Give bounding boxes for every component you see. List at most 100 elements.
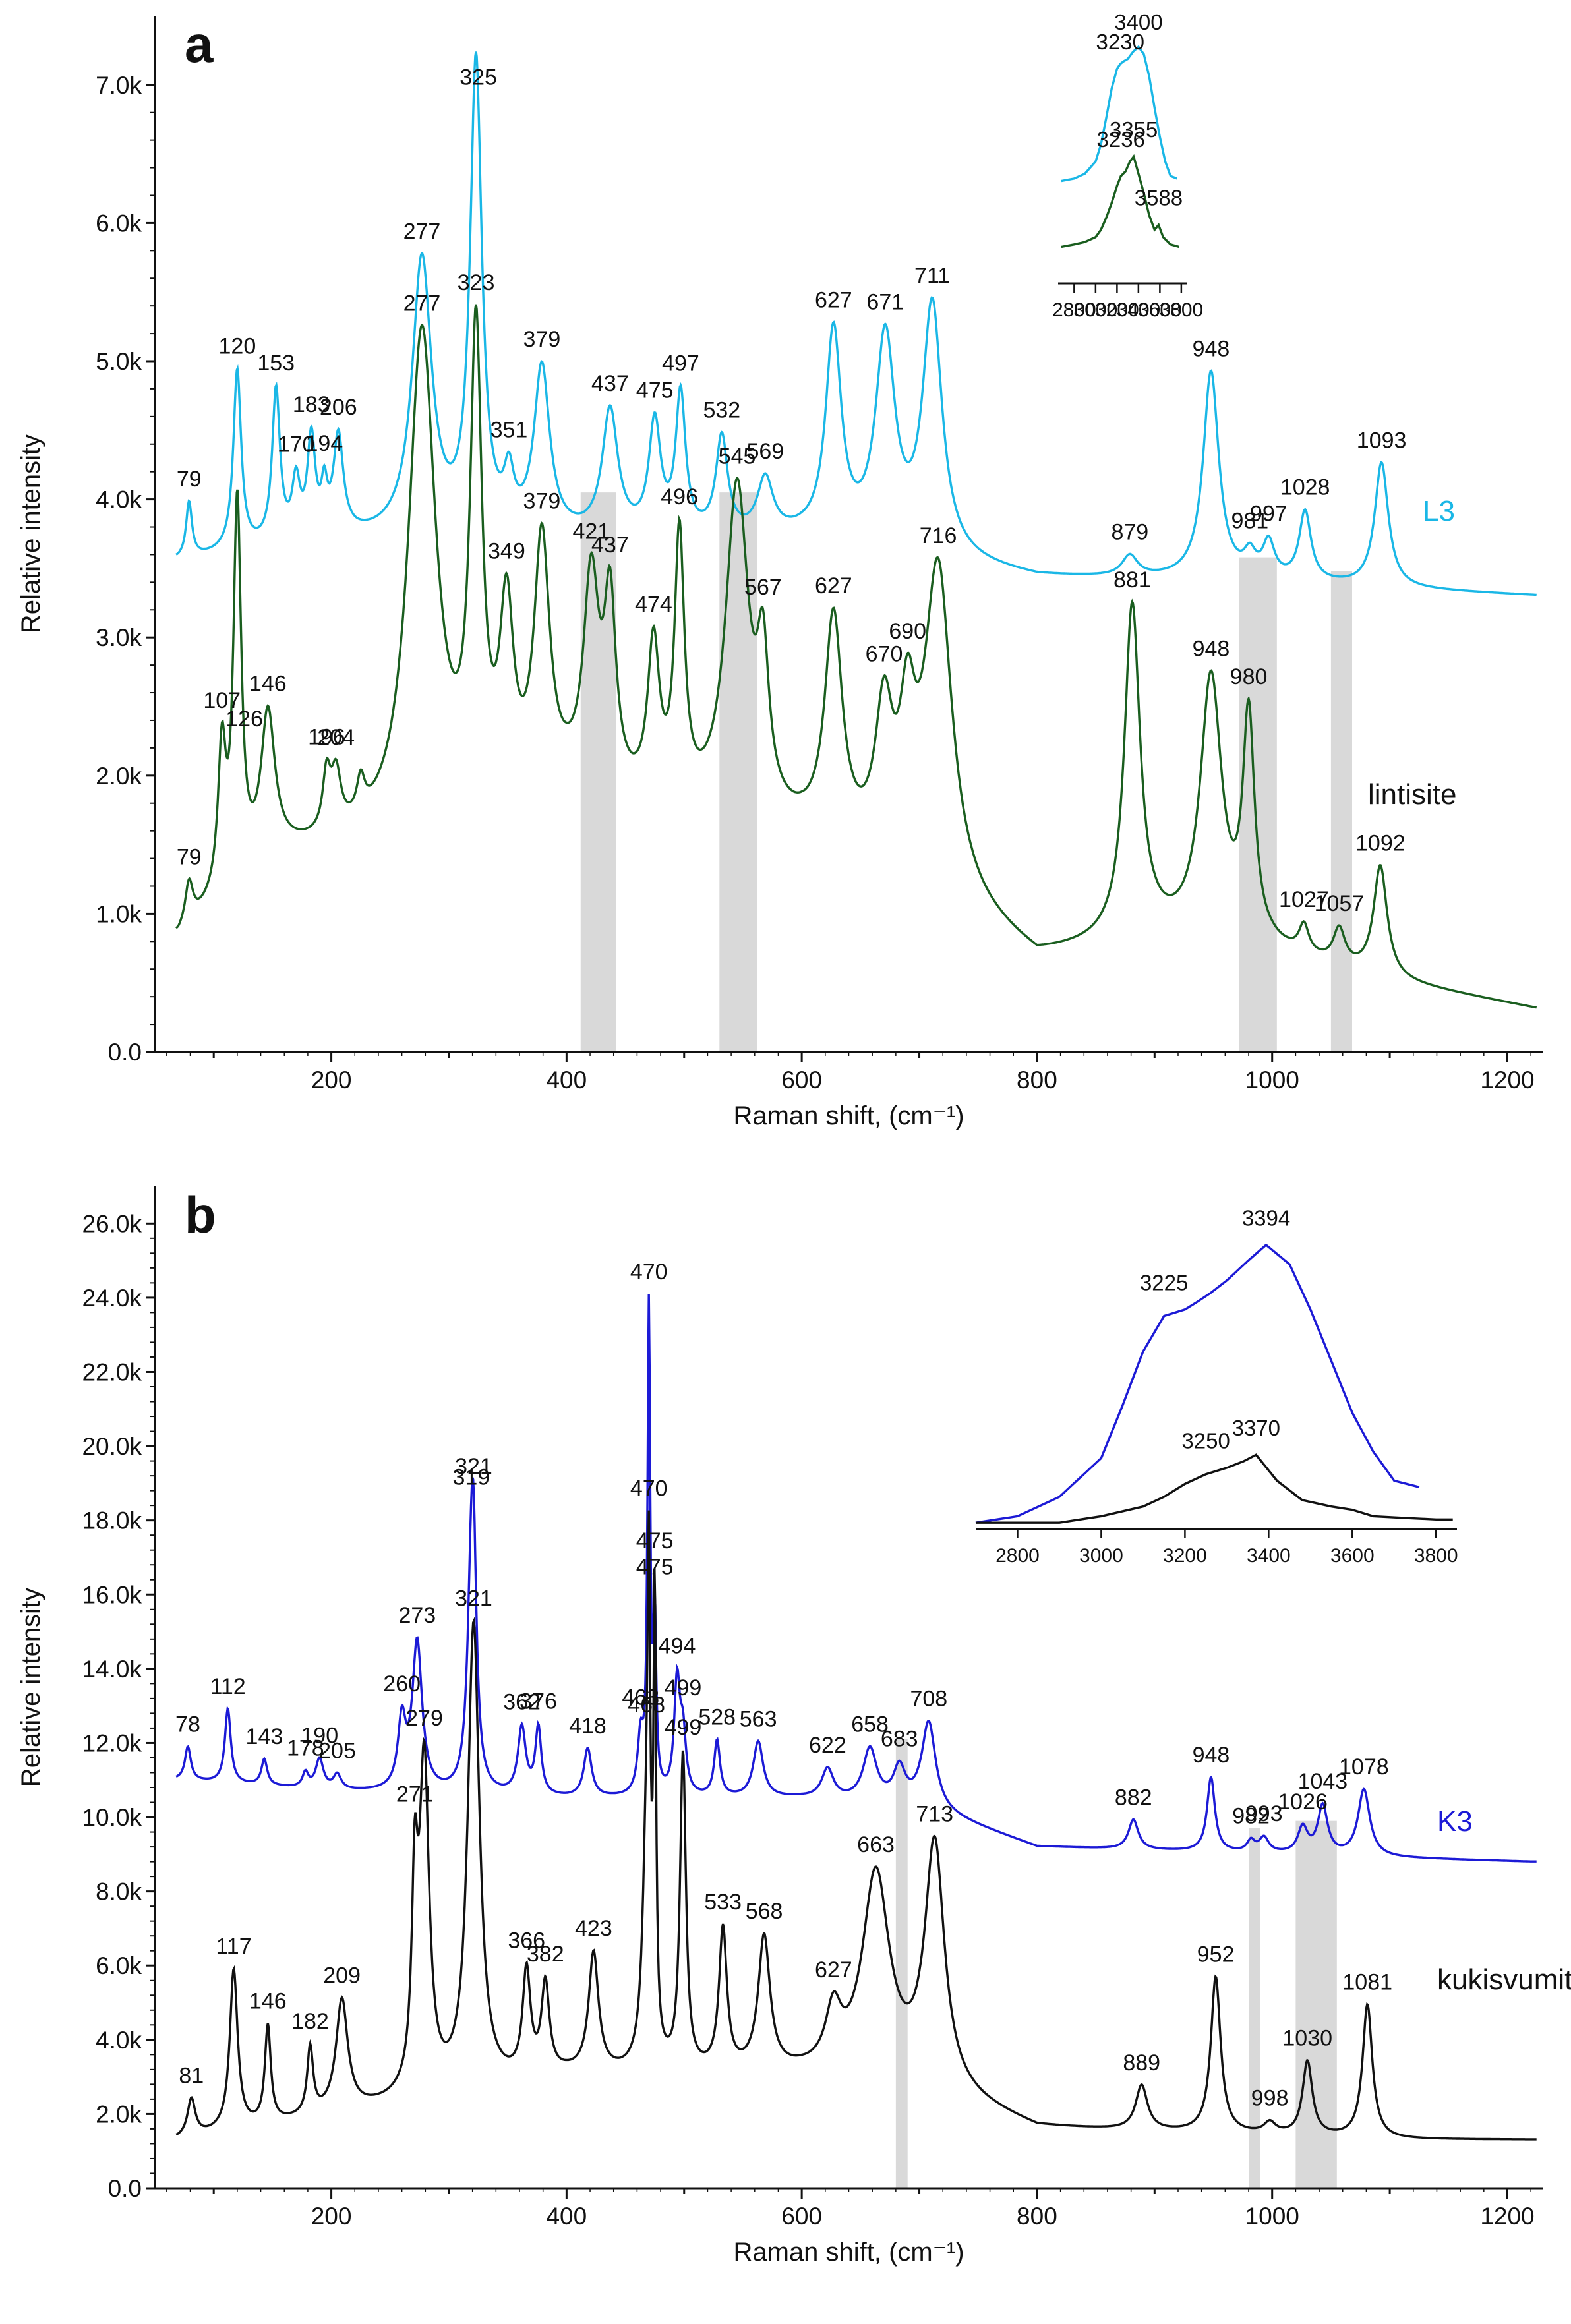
y-axis-title: Relative intensity [16,434,45,633]
y-tick-label: 26.0k [82,1210,142,1237]
peak-label: 421 [572,519,610,544]
peak-label: 496 [661,484,698,509]
peak-label: 321 [455,1454,492,1479]
peak-label: 663 [857,1832,895,1857]
peak-label: 671 [866,289,904,314]
x-tick-label: 1200 [1480,2203,1534,2230]
inset-peak-label: 3236 [1097,127,1145,152]
peak-label: 117 [216,1934,251,1960]
inset-x-tick-label: 2800 [995,1545,1040,1567]
peak-label: 690 [889,619,926,644]
inset-x-tick-label: 3200 [1163,1545,1207,1567]
peak-label: 260 [383,1671,421,1697]
peak-label: 126 [225,707,263,732]
inset-plot: 2800300032003400360038003230340032363355… [1052,10,1203,321]
peak-label: 1057 [1315,891,1365,916]
peak-label: 279 [405,1706,443,1731]
x-axis-title: Raman shift, (cm⁻¹) [733,1101,964,1130]
peak-label: 382 [527,1942,564,1967]
y-tick-label: 2.0k [96,763,142,790]
peak-label: 683 [881,1726,918,1751]
series-name-label: K3 [1437,1805,1473,1838]
inset-x-tick-label: 3400 [1247,1545,1291,1567]
peak-label: 437 [591,533,629,558]
peak-label: 569 [746,439,784,464]
highlight-band [719,492,757,1052]
peak-label: 319 [453,1465,490,1490]
peak-label: 980 [1230,664,1268,689]
inset-x-tick-label: 3800 [1414,1545,1458,1567]
peak-label: 277 [403,291,441,316]
peak-label: 1093 [1357,428,1407,453]
x-tick-label: 200 [311,2203,352,2230]
x-tick-label: 200 [311,1066,352,1093]
peak-label: 468 [628,1693,665,1718]
peak-label: 379 [523,327,561,352]
inset-x-tick-label: 3400 [1117,299,1161,321]
highlight-bands [580,492,1353,1052]
inset-x-tick-label: 3600 [1138,299,1182,321]
peak-label: 881 [1113,567,1151,593]
peak-label: 183 [293,392,330,417]
peak-label: 982 [1232,1803,1270,1828]
peak-label: 474 [635,592,672,617]
inset-x-tick-label: 3200 [1095,299,1139,321]
peak-label: 182 [291,2009,329,2034]
peak-label: 532 [703,397,740,422]
peak-label: 499 [665,1715,702,1740]
x-tick-label: 800 [1017,2203,1057,2230]
peak-label: 1030 [1282,2026,1332,2051]
x-tick-label: 400 [546,2203,587,2230]
inset-peak-label: 3225 [1140,1270,1188,1294]
series-name-label: L3 [1423,495,1455,527]
inset-peak-label: 3370 [1232,1416,1280,1440]
peak-label: 196 [308,725,345,750]
peak-label: 948 [1193,636,1230,661]
y-tick-label: 8.0k [96,1878,142,1905]
peak-label: 497 [662,351,699,376]
peak-label: 209 [323,1963,361,1989]
peak-label: 205 [318,1738,356,1763]
peak-label: 351 [490,417,528,442]
peak-label: 470 [630,1260,668,1285]
highlight-band [895,1739,908,2188]
inset-series-line-kukisvumite [976,1453,1453,1524]
x-tick-label: 1000 [1245,1066,1299,1093]
inset-x-tick-label: 3000 [1074,299,1118,321]
peak-label: 627 [815,1958,852,1983]
x-tick-label: 800 [1017,1066,1057,1093]
series-name-label: kukisvumite [1437,1963,1571,1996]
peak-label: 1078 [1339,1755,1389,1780]
peak-label: 79 [177,844,202,869]
peak-label: 658 [851,1712,889,1737]
peak-label: 470 [630,1476,668,1501]
y-tick-label: 0.0 [108,1039,142,1066]
peak-label: 622 [809,1733,846,1758]
series-name-label: lintisite [1368,778,1457,811]
y-tick-label: 2.0k [96,2101,142,2128]
y-tick-label: 24.0k [82,1285,142,1312]
peak-label: 1081 [1342,1970,1392,1995]
peak-label: 1027 [1279,887,1329,912]
series-line-k3 [175,1294,1537,1863]
peak-label: 112 [210,1674,245,1699]
peak-label: 323 [458,270,495,295]
inset-peak-label: 3355 [1110,117,1158,142]
peak-label: 948 [1193,1743,1230,1768]
peak-label: 418 [569,1714,607,1739]
series-line-kukisvumite [175,1510,1537,2141]
peak-label: 190 [301,1723,338,1748]
inset-peak-label: 3250 [1181,1429,1230,1453]
inset-series-line-lintisite [1061,154,1180,248]
peak-label: 563 [740,1706,777,1731]
y-tick-label: 14.0k [82,1656,142,1683]
panel-a: 0.0 1.0k 2.0k 3.0k 4.0k 5.0k 6.0k 7.0k 200 400 600… [16,10,1543,1130]
peak-label: 277 [403,219,441,244]
peak-label: 997 [1250,502,1288,527]
y-tick-label: 0.0 [108,2175,142,2202]
inset-peak-label: 3588 [1135,186,1183,210]
peak-label: 627 [815,573,852,598]
peak-label: 170 [278,432,315,457]
